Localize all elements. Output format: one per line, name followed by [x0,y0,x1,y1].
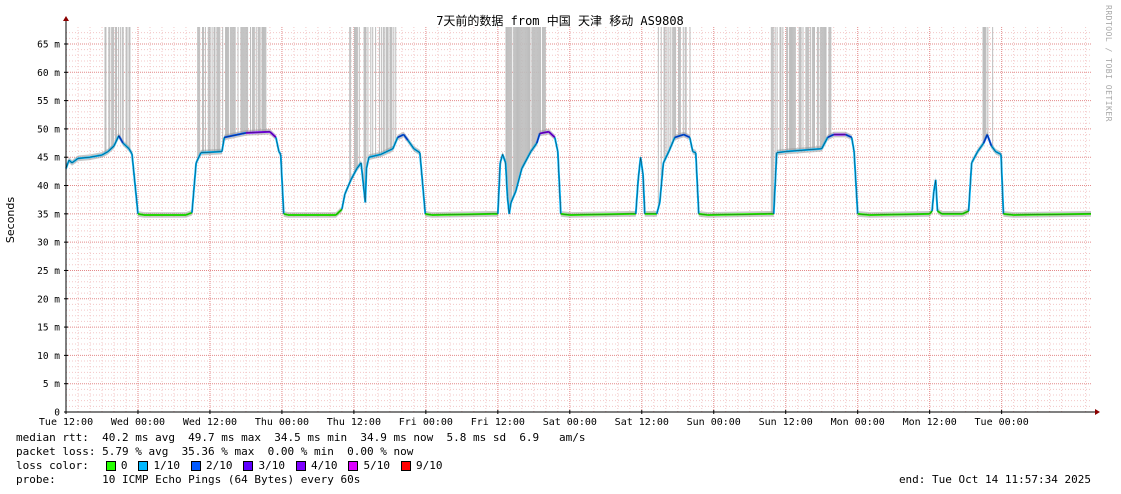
y-tick-label: 15 m [37,323,60,334]
loss-color-item: 4/10 [295,459,338,472]
x-tick-label: Fri 12:00 [471,417,525,428]
latency-chart: 0 5 m 10 m 15 m 20 m 25 m 30 m 35 m 40 m 45 m 50 m… [4,13,1100,428]
x-tick-label: Sun 12:00 [759,417,813,428]
y-tick-labels: 0 5 m 10 m 15 m 20 m 25 m 30 m 35 m 40 m 45 m 50 m… [37,39,60,418]
median-rtt-stats: median rtt: 40.2 ms avg 49.7 ms max 34.5… [16,431,586,444]
loss-color-item: 3/10 [243,459,285,472]
y-tick-label: 20 m [37,294,60,305]
y-tick-label: 50 m [37,124,60,135]
rtt-median-core [65,131,1092,216]
y-tick-label: 45 m [37,153,60,164]
x-tick-label: Sat 12:00 [615,417,669,428]
loss-color-swatch [243,460,254,471]
loss-color-items: 0 1/10 2/10 3/10 4/10 5/10 9/10 [105,459,454,472]
y-tick-label: 40 m [37,181,60,192]
y-tick-label: 55 m [37,96,60,107]
y-tick-label: 0 [54,408,60,419]
chart-title: 7天前的数据 from 中国 天津 移动 AS9808 [436,13,684,28]
x-tick-label: Wed 12:00 [183,417,237,428]
loss-color-legend: loss color: 0 1/10 2/10 3/10 4/10 5/10 9/10 [16,459,453,472]
loss-color-item-label: 3/10 [258,459,285,472]
loss-color-item-label: 1/10 [153,459,180,472]
loss-color-item-label: 4/10 [310,459,338,472]
loss-color-item: 2/10 [190,459,233,472]
y-axis-arrow [63,16,69,21]
loss-color-item: 5/10 [348,459,390,472]
y-axis-label: Seconds [4,197,17,243]
x-tick-label: Wed 00:00 [111,417,165,428]
loss-color-item-label: 2/10 [205,459,233,472]
chart-grid [66,27,1091,412]
packet-loss-stats: packet loss: 5.79 % avg 35.36 % max 0.00… [16,445,414,458]
loss-color-label: loss color: [16,459,89,472]
y-tick-label: 35 m [37,209,60,220]
spike-bursts [104,27,994,214]
y-tick-label: 30 m [37,238,60,249]
y-tick-label: 60 m [37,68,60,79]
y-tick-label: 25 m [37,266,60,277]
y-tick-label: 65 m [37,39,60,50]
x-axis-arrow [1095,409,1100,415]
probe-info: probe: 10 ICMP Echo Pings (64 Bytes) eve… [16,473,361,486]
end-time: end: Tue Oct 14 11:57:34 2025 [898,473,1091,486]
loss-color-swatch [348,460,359,471]
x-tick-label: Sat 00:00 [543,417,597,428]
loss-color-swatch [295,460,306,471]
x-tick-label: Thu 00:00 [255,417,309,428]
loss-color-swatch [400,460,411,471]
loss-color-swatch [190,460,201,471]
loss-color-swatch [138,460,149,471]
x-tick-label: Thu 12:00 [327,417,381,428]
x-tick-label: Fri 00:00 [399,417,453,428]
chart-axes [63,16,1100,415]
y-tick-label: 10 m [37,351,60,362]
x-tick-label: Sun 00:00 [687,417,741,428]
x-tick-label: Tue 00:00 [975,417,1029,428]
loss-color-item: 0 [105,459,128,472]
rtt-series [65,128,1092,218]
loss-color-item-label: 9/10 [415,459,443,472]
y-tick-label: 5 m [43,379,60,390]
loss-color-item-label: 5/10 [363,459,390,472]
rrdtool-watermark: RRDTOOL / TOBI OETIKER [1104,5,1113,122]
loss-color-swatch [105,460,116,471]
x-tick-label: Mon 12:00 [903,417,957,428]
x-tick-labels: Tue 12:00 Wed 00:00 Wed 12:00 Thu 00:00 Thu … [39,417,1029,428]
loss-color-item: 1/10 [138,459,180,472]
loss-color-item: 9/10 [400,459,443,472]
x-tick-label: Tue 12:00 [39,417,93,428]
x-tick-label: Mon 00:00 [831,417,885,428]
loss-color-item-label: 0 [120,459,128,472]
